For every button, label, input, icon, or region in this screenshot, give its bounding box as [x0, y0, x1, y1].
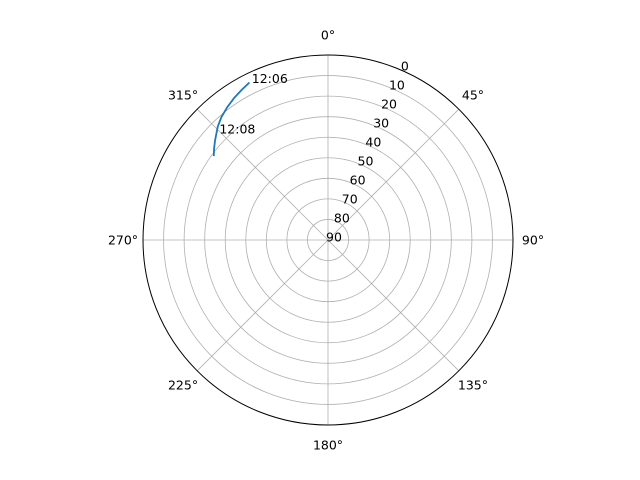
theta-tick-label: 180° [313, 438, 343, 453]
r-tick-label: 90 [326, 230, 342, 245]
r-tick-label: 30 [373, 116, 389, 131]
angular-grid [143, 55, 513, 425]
time-annotation: 12:08 [219, 122, 255, 137]
grid-spoke-1 [327, 108, 460, 241]
r-tick-label: 40 [365, 135, 381, 150]
r-tick-label: 10 [389, 78, 405, 93]
series-layer [212, 81, 251, 157]
grid-spoke-3 [327, 239, 460, 372]
series-line-0 [212, 81, 251, 157]
theta-tick-label: 0° [321, 28, 335, 43]
r-tick-label: 50 [358, 154, 374, 169]
grid-spoke-5 [196, 239, 329, 372]
polar-frame [142, 54, 514, 426]
theta-tick-labels: 0° 45° 90° 135° 180° 225° 270° 315° [108, 28, 544, 453]
r-tick-label: 20 [381, 97, 397, 112]
theta-tick-label: 90° [522, 233, 544, 248]
theta-tick-label: 315° [168, 88, 198, 103]
r-tick-label: 70 [342, 192, 358, 207]
r-tick-label: 0 [401, 59, 409, 74]
theta-tick-label: 45° [462, 88, 484, 103]
r-tick-label: 60 [350, 173, 366, 188]
theta-tick-label: 225° [168, 377, 198, 392]
annotations: 12:06 12:08 [219, 71, 287, 137]
theta-tick-label: 135° [458, 377, 488, 392]
r-tick-labels: 0 10 20 30 40 50 60 70 80 90 [326, 59, 409, 245]
time-annotation: 12:06 [252, 71, 288, 86]
r-tick-label: 80 [334, 211, 350, 226]
grid-spoke-7 [196, 108, 329, 241]
theta-tick-label: 270° [108, 233, 138, 248]
